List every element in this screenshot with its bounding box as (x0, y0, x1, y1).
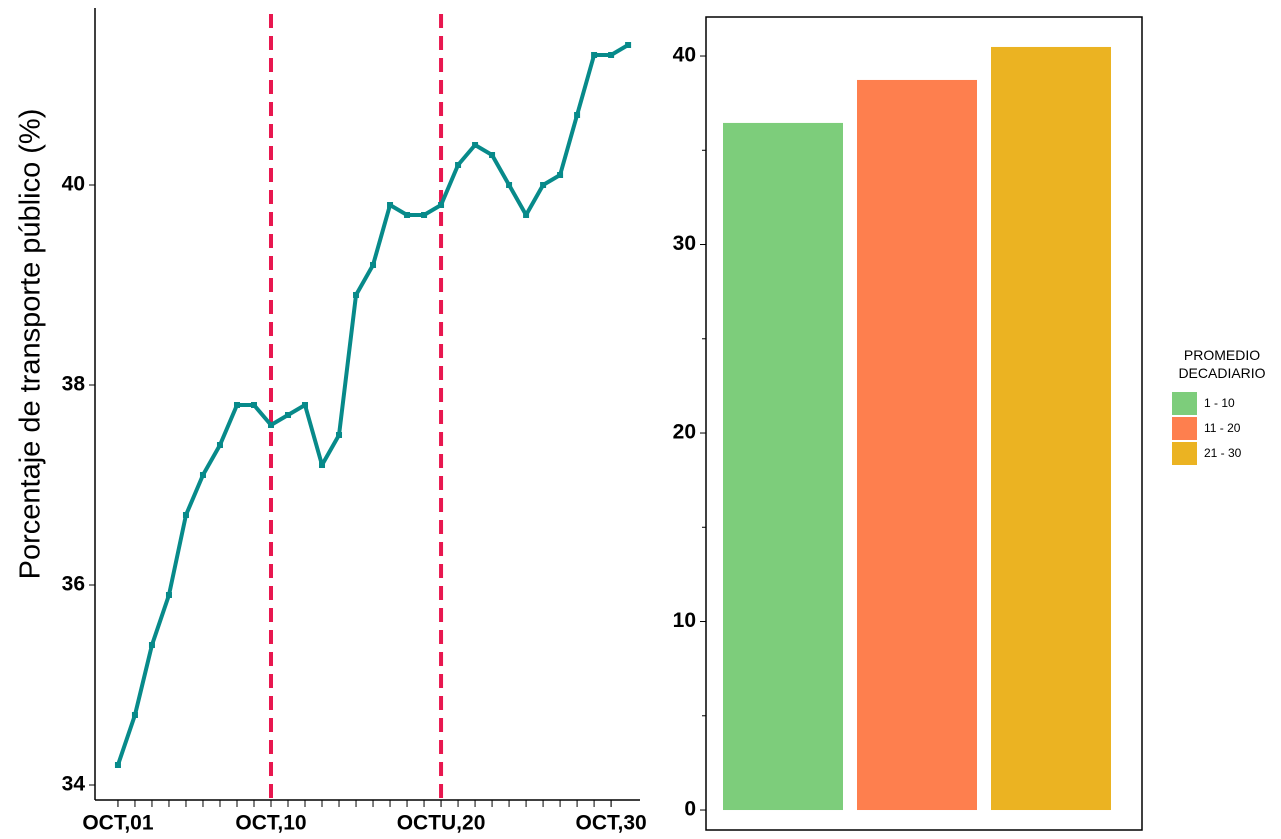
y-tick-label: 20 (673, 421, 696, 444)
x-tick-label: OCT,01 (82, 812, 154, 835)
point-marker (199, 472, 206, 478)
bar (723, 122, 843, 811)
point-marker (404, 212, 411, 218)
legend-swatch (1172, 392, 1197, 415)
legend-title: PROMEDIO DECADIARIO (1178, 347, 1265, 381)
point-marker (472, 142, 479, 148)
point-marker (267, 422, 274, 428)
point-marker (387, 202, 394, 208)
point-marker (421, 212, 428, 218)
point-marker (625, 42, 632, 48)
point-marker (574, 112, 581, 118)
legend-swatch (1172, 417, 1197, 440)
y-tick-label: 40 (673, 44, 696, 67)
point-marker (506, 182, 513, 188)
y-tick-label: 40 (62, 173, 85, 196)
x-tick-label: OCT,30 (575, 812, 646, 835)
point-marker (540, 182, 547, 188)
bar (857, 79, 977, 811)
y-tick-label: 30 (673, 232, 696, 255)
point-marker (182, 512, 189, 518)
legend-title-line: PROMEDIO (1184, 347, 1260, 363)
y-axis-label: Porcentaje de transporte público (%) (15, 109, 47, 580)
point-marker (319, 462, 326, 468)
point-marker (216, 442, 223, 448)
x-tick-label: OCT,10 (235, 812, 306, 835)
line-series (116, 43, 630, 766)
point-marker (608, 52, 615, 58)
y-tick-label: 10 (673, 609, 696, 632)
point-marker (353, 292, 360, 298)
legend-swatch (1172, 442, 1197, 465)
point-marker (148, 642, 155, 648)
point-marker (557, 172, 564, 178)
x-tick-label: OCTU,20 (397, 812, 486, 835)
point-marker (302, 402, 309, 408)
legend-label: 1 - 10 (1204, 396, 1235, 410)
legend-label: 11 - 20 (1204, 421, 1241, 435)
point-marker (489, 152, 496, 158)
point-marker (523, 212, 530, 218)
legend-title-line: DECADIARIO (1178, 365, 1265, 381)
line-panel: 34 36 38 40 OCT,01 OCT,10 OCTU,20 OCT,30 Porcent… (15, 8, 647, 835)
point-marker (250, 402, 257, 408)
point-marker (370, 262, 377, 268)
point-marker (233, 402, 240, 408)
y-tick-label: 0 (684, 798, 696, 821)
legend-label: 21 - 30 (1204, 446, 1242, 460)
bar-panel: 0 10 20 30 40 PROMEDIO DECADIARIO 1 - 10 11 - 20… (673, 16, 1266, 831)
point-marker (114, 762, 121, 768)
point-marker (591, 52, 598, 58)
y-tick-label: 38 (62, 373, 86, 396)
point-marker (336, 432, 343, 438)
point-marker (455, 162, 462, 168)
point-marker (438, 202, 445, 208)
bar (991, 46, 1111, 811)
y-tick-label: 36 (62, 573, 85, 596)
point-marker (165, 592, 172, 598)
y-tick-label: 34 (62, 773, 86, 796)
point-marker (285, 412, 292, 418)
plot-frame (705, 16, 1143, 831)
point-marker (131, 712, 138, 718)
